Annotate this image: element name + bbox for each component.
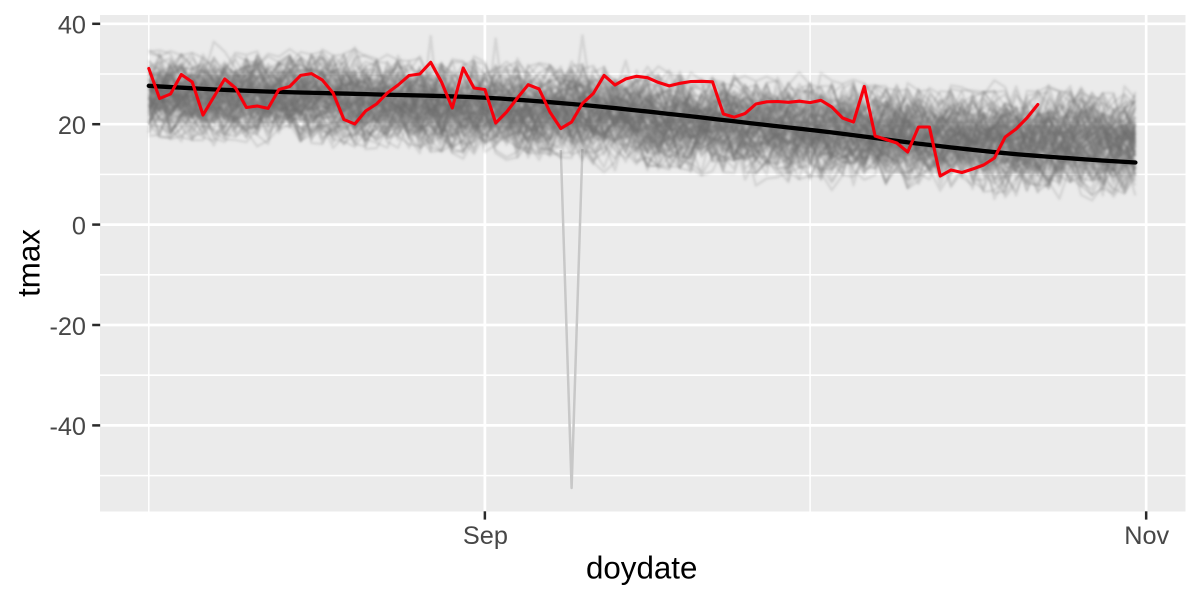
svg-text:0: 0 [72,212,86,240]
svg-text:Sep: Sep [463,522,508,550]
svg-text:40: 40 [58,12,86,40]
svg-text:20: 20 [58,112,86,140]
svg-text:-40: -40 [49,413,86,441]
svg-text:doydate: doydate [586,551,697,586]
svg-text:-20: -20 [49,313,86,341]
svg-text:Nov: Nov [1124,522,1169,550]
svg-text:tmax: tmax [11,229,46,297]
